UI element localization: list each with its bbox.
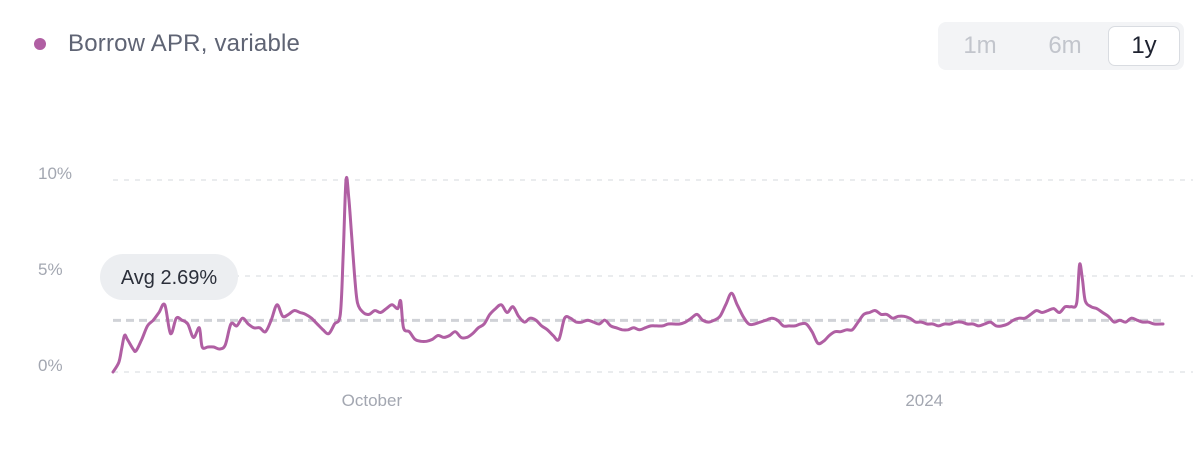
x-axis-ticks: October 2024 bbox=[342, 391, 943, 410]
x-tick-label: October bbox=[342, 391, 403, 410]
range-1m-button[interactable]: 1m bbox=[963, 32, 997, 59]
average-pill-background bbox=[100, 254, 238, 300]
x-tick-label: 2024 bbox=[905, 391, 943, 410]
time-range-toggle: 1m 6m 1y bbox=[938, 22, 1184, 70]
legend-label: Borrow APR, variable bbox=[68, 30, 301, 57]
average-pill: Avg 2.69% bbox=[100, 254, 238, 300]
grid bbox=[113, 179, 1193, 373]
y-tick-label: 10% bbox=[38, 164, 72, 183]
range-6m-button[interactable]: 6m bbox=[1048, 32, 1082, 59]
average-label: Avg 2.69% bbox=[121, 267, 218, 289]
legend: Borrow APR, variable bbox=[34, 30, 300, 58]
range-1y-button[interactable]: 1y bbox=[1108, 26, 1180, 66]
y-axis-ticks: 0% 5% 10% bbox=[38, 164, 72, 375]
y-tick-label: 5% bbox=[38, 260, 63, 279]
y-tick-label: 0% bbox=[38, 356, 63, 375]
legend-dot-icon bbox=[34, 38, 46, 50]
series-line-borrow-apr bbox=[111, 176, 1165, 374]
